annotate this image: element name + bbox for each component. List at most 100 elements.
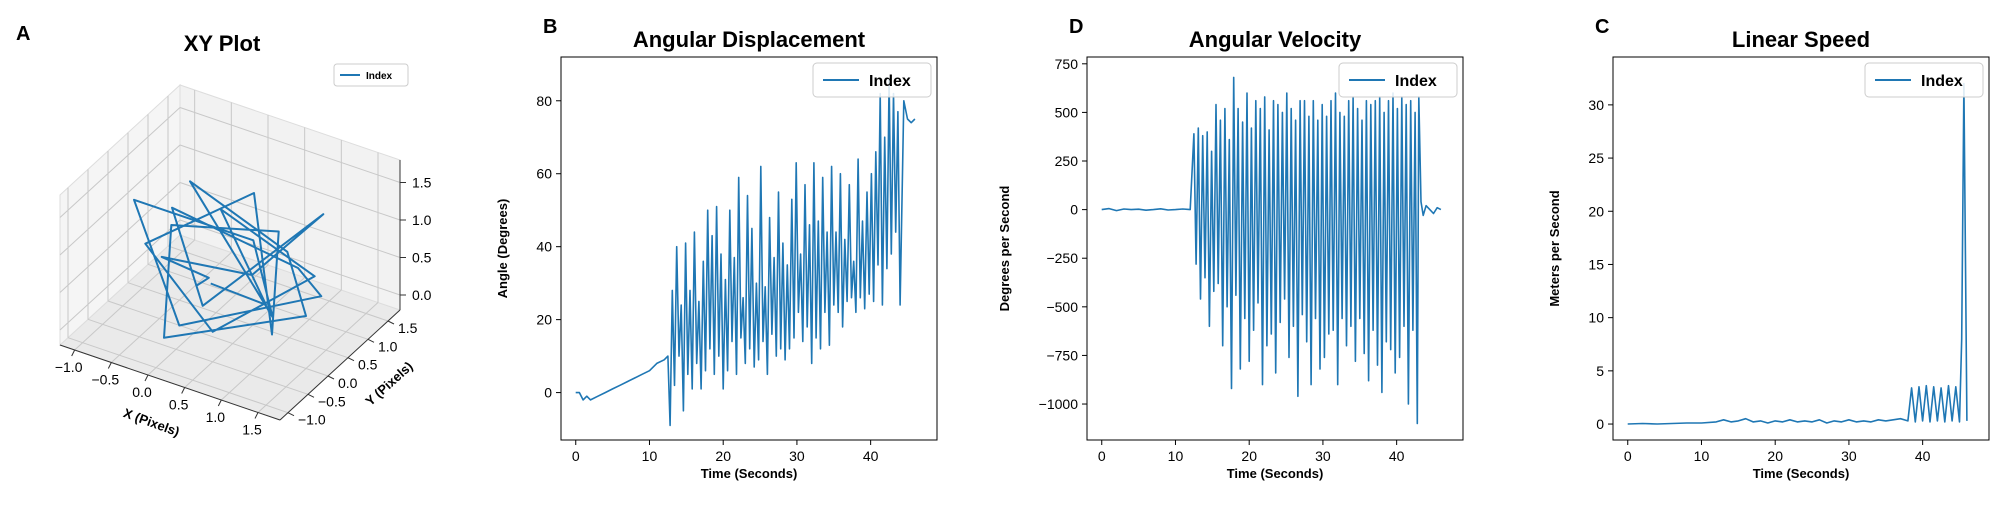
legend-box [1338,62,1458,98]
y-tick-label: −750 [1046,347,1078,363]
grid-line [59,144,181,256]
panel-label: B [543,16,557,38]
y-tick-mark [387,320,395,325]
x-axis-line [59,344,281,421]
chart-title: Angular Velocity [1189,27,1362,52]
legend-box [333,63,409,87]
chart-title: XY Plot [184,31,261,56]
x-tick-label: 20 [1241,448,1257,464]
x-tick-label: 10 [642,448,658,464]
grid-line [179,107,401,183]
y-tick-label: −1.0 [298,412,326,428]
grid-line [87,318,309,395]
x-tick-mark [144,374,149,382]
panel-label: A [16,23,30,45]
panel-A: A XY Plot−1.0−0.50.00.51.01.5−1.0−0.50.00… [16,23,432,439]
x-axis-label: Time (Seconds) [701,466,798,481]
y-tick-mark [307,393,315,398]
axes-frame [560,56,938,441]
y-tick-label: 5 [1596,363,1604,379]
x-tick-mark [217,399,222,407]
x-tick-label: 0.0 [132,384,152,400]
z-tick-label: 0.0 [412,287,432,303]
y-axis-label: Angle (Degrees) [495,199,510,299]
x-tick-label: 0.5 [169,397,189,413]
series-line-index [1101,76,1442,425]
grid-line [107,300,329,377]
x-tick-mark [181,387,186,394]
legend-label: Index [1395,73,1437,90]
panel-C: C Linear Speed 0 10 20 30 40 0 5 10 15 20 25 30 Time (… [1547,16,1990,481]
panel-B: B Angular Displacement 0 10 20 30 40 0 20 40 60 80 T… [495,16,938,481]
x-tick-label: 10 [1694,448,1710,464]
y-tick-label: 500 [1055,104,1079,120]
chart-title: Angular Displacement [633,27,866,52]
y-tick-label: −250 [1046,250,1078,266]
grid-line [167,245,389,322]
grid-line [220,289,342,401]
y-tick-label: 0.5 [358,357,378,373]
grid-line [179,182,401,258]
series-line-index [1627,82,1968,425]
grid-line [127,282,349,359]
y-tick-label: 10 [1588,310,1604,326]
y-tick-label: −0.5 [318,393,346,409]
grid-line [59,182,181,293]
x-tick-label: 0 [1624,448,1632,464]
y-tick-label: 30 [1588,97,1604,113]
grid-line [59,107,181,218]
y-tick-label: 20 [1588,203,1604,219]
axes-frame [1612,56,1990,441]
grid-line [67,337,289,414]
y-tick-label: 15 [1588,256,1604,272]
y-tick-label: 0.0 [338,375,358,391]
legend-box [812,62,932,98]
x-tick-label: −1.0 [55,359,83,375]
grid-line [184,277,306,388]
legend-label: Index [1921,73,1963,90]
x-axis-label: Time (Seconds) [1227,466,1324,481]
x-tick-label: 30 [1315,448,1331,464]
y-axis-label: Degrees per Second [997,186,1012,312]
x-tick-label: 0 [572,448,580,464]
z-tick-label: 0.5 [412,250,432,266]
x-tick-label: 20 [1767,448,1783,464]
x-tick-label: 30 [1841,448,1857,464]
x-tick-label: −0.5 [92,372,120,388]
panel-label: C [1595,16,1609,38]
x-tick-label: 0 [1098,448,1106,464]
z-tick-label: 1.5 [412,175,432,191]
axes-frame [1086,56,1464,441]
x-tick-mark [107,362,112,369]
y-tick-mark [367,338,375,343]
legend-label: Index [366,71,393,82]
y-tick-label: 0 [544,385,552,401]
y-axis-label: Meters per Second [1547,190,1562,306]
series-line-index [133,180,325,339]
y-tick-label: −500 [1046,299,1078,315]
grid-line [74,239,196,351]
x-tick-label: 1.0 [206,409,226,425]
side-pane [59,83,181,347]
x-tick-mark [254,412,259,419]
y-tick-label: −1000 [1039,396,1079,412]
y-tick-label: 60 [536,166,552,182]
x-tick-label: 40 [1915,448,1931,464]
y-tick-label: 40 [536,239,552,255]
y-tick-label: 80 [536,93,552,109]
grid-line [110,252,232,363]
x-tick-label: 40 [1389,448,1405,464]
y-tick-label: 1.0 [378,338,398,354]
y-tick-label: 25 [1588,150,1604,166]
x-tick-label: 30 [789,448,805,464]
y-tick-mark [347,357,355,362]
x-tick-label: 40 [863,448,879,464]
x-tick-label: 20 [715,448,731,464]
grid-line [179,144,401,221]
y-tick-mark [287,412,295,417]
series-line-index [575,78,916,427]
legend-label: Index [869,73,911,90]
grid-line [257,302,379,413]
